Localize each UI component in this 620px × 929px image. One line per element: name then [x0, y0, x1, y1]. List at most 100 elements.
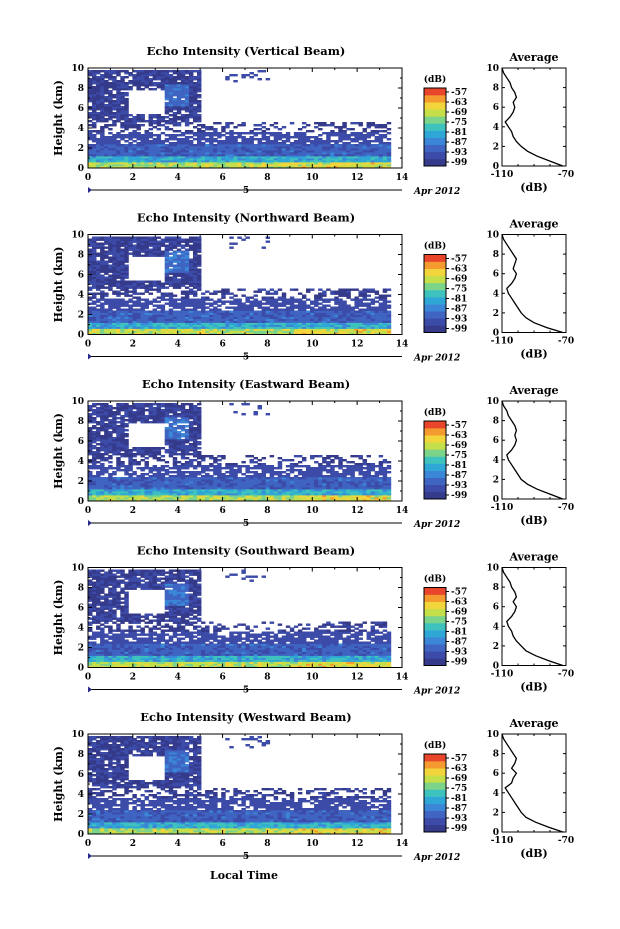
- heatmap-cell: [120, 320, 125, 323]
- heatmap-cell: [112, 489, 117, 492]
- heatmap-cell: [88, 74, 93, 77]
- heatmap-cell: [108, 421, 113, 424]
- heatmap-cell: [100, 471, 105, 474]
- heatmap-cell: [112, 298, 117, 301]
- heatmap-cell: [370, 160, 376, 163]
- heatmap-cell: [192, 304, 198, 307]
- heatmap-cell: [229, 322, 234, 325]
- heatmap-cell: [217, 132, 222, 135]
- heatmap-cell: [229, 146, 234, 149]
- colorbar-tick-label: -75: [451, 118, 467, 128]
- heatmap-cell: [108, 431, 113, 434]
- heatmap-cell: [221, 290, 226, 293]
- heatmap-cell: [314, 148, 319, 151]
- heatmap-cell: [172, 310, 178, 313]
- heatmap-cell: [334, 308, 339, 311]
- heatmap-cell: [120, 463, 125, 466]
- heatmap-cell: [108, 483, 113, 486]
- heatmap-cell: [269, 324, 275, 327]
- heatmap-cell: [297, 322, 303, 325]
- heatmap-cell: [124, 154, 129, 157]
- profile-y-tick-label: 6: [493, 270, 499, 280]
- heatmap-cell: [310, 150, 315, 153]
- heatmap-cell: [257, 158, 262, 161]
- heatmap-cell: [112, 316, 117, 319]
- heatmap-cell: [301, 316, 307, 319]
- heatmap-cell: [338, 132, 343, 135]
- heatmap-cell: [164, 236, 170, 239]
- heatmap-cell: [96, 244, 101, 247]
- heatmap-cell: [124, 162, 129, 165]
- heatmap-cell: [164, 419, 170, 422]
- heatmap-cell: [249, 142, 254, 145]
- heatmap-cell: [253, 164, 258, 167]
- heatmap-cell: [136, 166, 141, 169]
- heatmap-cell: [136, 332, 141, 335]
- heatmap-cell: [148, 475, 153, 478]
- heatmap-cell: [180, 244, 186, 247]
- heatmap-cell: [378, 144, 384, 147]
- heatmap-cell: [192, 252, 198, 255]
- heatmap-cell: [180, 96, 186, 99]
- heatmap-cell: [128, 118, 133, 121]
- heatmap-cell: [225, 126, 230, 129]
- heatmap-cell: [104, 417, 109, 420]
- heatmap-cell: [140, 76, 145, 79]
- heatmap-cell: [100, 292, 105, 295]
- heatmap-cell: [128, 290, 133, 293]
- heatmap-cell: [148, 447, 153, 450]
- heatmap-cell: [386, 160, 392, 163]
- heatmap-cell: [160, 497, 166, 500]
- heatmap-cell: [160, 417, 166, 420]
- heatmap-cell: [382, 152, 388, 155]
- heatmap-cell: [197, 130, 202, 133]
- panel-title: Echo Intensity (Vertical Beam): [147, 44, 346, 58]
- heatmap-cell: [120, 433, 125, 436]
- heatmap-cell: [285, 306, 291, 309]
- heatmap-cell: [116, 72, 121, 75]
- heatmap-cell: [184, 94, 190, 97]
- heatmap-cell: [184, 242, 190, 245]
- heatmap-cell: [120, 407, 125, 410]
- heatmap-cell: [257, 148, 262, 151]
- heatmap-cell: [116, 120, 121, 123]
- heatmap-cell: [92, 447, 97, 450]
- heatmap-cell: [310, 320, 315, 323]
- heatmap-cell: [342, 302, 347, 305]
- heatmap-cell: [289, 156, 295, 159]
- heatmap-cell: [92, 244, 97, 247]
- heatmap-cell: [144, 120, 149, 123]
- heatmap-cell: [136, 160, 141, 163]
- heatmap-cell: [301, 146, 307, 149]
- heatmap-cell: [273, 150, 279, 153]
- heatmap-cell: [144, 86, 149, 89]
- heatmap-cell: [128, 495, 133, 498]
- heatmap-cell: [168, 409, 174, 412]
- heatmap-cell: [104, 256, 109, 259]
- heatmap-cell: [188, 156, 194, 159]
- heatmap-cell: [209, 156, 214, 159]
- heatmap-cell: [148, 471, 153, 474]
- heatmap-cell: [197, 276, 202, 279]
- heatmap-cell: [144, 447, 149, 450]
- heatmap-cell: [152, 82, 158, 85]
- heatmap-cell: [346, 326, 351, 329]
- heatmap-cell: [168, 475, 174, 478]
- heatmap-cell: [104, 310, 109, 313]
- heatmap-cell: [221, 312, 226, 315]
- heatmap-cell: [374, 316, 380, 319]
- heatmap-cell: [116, 164, 121, 167]
- heatmap-cell: [253, 124, 258, 127]
- heatmap-cell: [136, 242, 141, 245]
- heatmap-cell: [205, 164, 210, 167]
- heatmap-cell: [334, 332, 339, 335]
- heatmap-cell: [297, 302, 303, 305]
- heatmap-cell: [92, 318, 97, 321]
- heatmap-cell: [132, 417, 137, 420]
- heatmap-cell: [213, 166, 218, 169]
- heatmap-cell: [88, 298, 93, 301]
- heatmap-cell: [184, 160, 190, 163]
- heatmap-cell: [100, 294, 105, 297]
- heatmap-cell: [285, 164, 291, 167]
- heatmap-cell: [225, 154, 230, 157]
